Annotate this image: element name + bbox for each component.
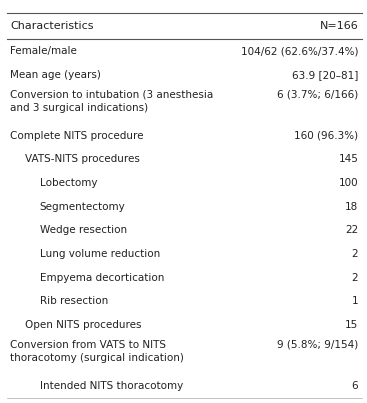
Text: Complete NITS procedure: Complete NITS procedure	[11, 131, 144, 141]
Text: Lobectomy: Lobectomy	[40, 178, 97, 188]
Text: N=166: N=166	[320, 21, 358, 31]
Text: 2: 2	[352, 249, 358, 259]
Text: VATS-NITS procedures: VATS-NITS procedures	[25, 154, 140, 164]
Text: 2: 2	[352, 272, 358, 283]
Text: thoracotomy (surgical indication): thoracotomy (surgical indication)	[11, 353, 184, 363]
Text: 6: 6	[352, 381, 358, 391]
Text: Lung volume reduction: Lung volume reduction	[40, 249, 160, 259]
Text: 100: 100	[339, 178, 358, 188]
Text: 1: 1	[352, 296, 358, 306]
Text: Intended NITS thoracotomy: Intended NITS thoracotomy	[40, 381, 183, 391]
Text: Wedge resection: Wedge resection	[40, 225, 127, 235]
Text: 6 (3.7%; 6/166): 6 (3.7%; 6/166)	[277, 90, 358, 100]
Text: Rib resection: Rib resection	[40, 296, 108, 306]
Text: 15: 15	[345, 320, 358, 330]
Text: 22: 22	[345, 225, 358, 235]
Text: 63.9 [20–81]: 63.9 [20–81]	[292, 70, 358, 80]
Text: 160 (96.3%): 160 (96.3%)	[294, 131, 358, 141]
Text: Conversion to intubation (3 anesthesia: Conversion to intubation (3 anesthesia	[11, 90, 214, 100]
Text: Characteristics: Characteristics	[11, 21, 94, 31]
Text: Conversion from VATS to NITS: Conversion from VATS to NITS	[11, 340, 167, 350]
Text: and 3 surgical indications): and 3 surgical indications)	[11, 103, 149, 113]
Text: 104/62 (62.6%/37.4%): 104/62 (62.6%/37.4%)	[241, 46, 358, 56]
Text: Mean age (years): Mean age (years)	[11, 70, 101, 80]
Text: Empyema decortication: Empyema decortication	[40, 272, 164, 283]
Text: 9 (5.8%; 9/154): 9 (5.8%; 9/154)	[277, 340, 358, 350]
Text: Female/male: Female/male	[11, 46, 77, 56]
Text: Segmentectomy: Segmentectomy	[40, 202, 126, 212]
Text: 145: 145	[338, 154, 358, 164]
Text: Open NITS procedures: Open NITS procedures	[25, 320, 142, 330]
Text: 18: 18	[345, 202, 358, 212]
